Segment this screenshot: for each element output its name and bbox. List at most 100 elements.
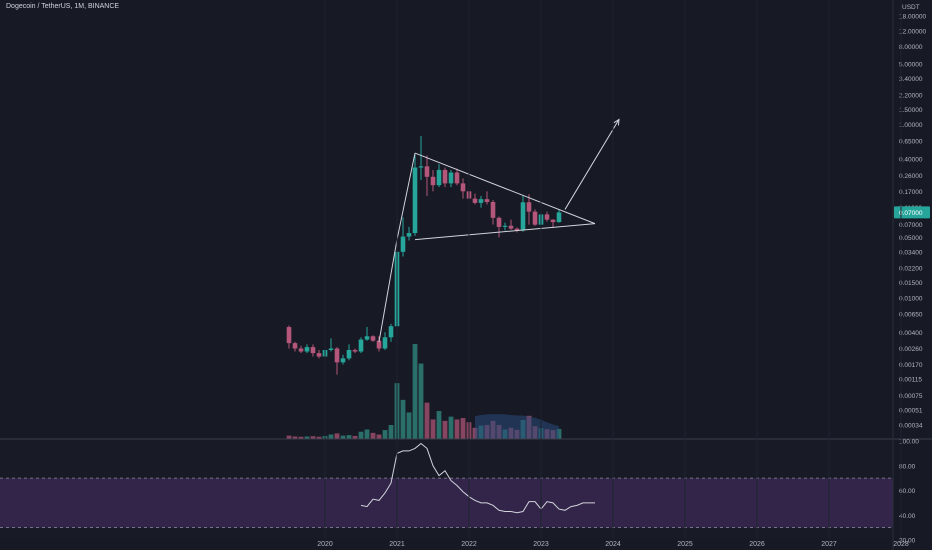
volume-bar: [340, 435, 346, 439]
price-tick-label: 0.00051: [899, 407, 923, 414]
volume-bar: [436, 411, 442, 439]
rsi-tick-label: 20.00: [899, 538, 916, 545]
candle-body: [424, 166, 430, 177]
price-tick-label: 0.65000: [899, 138, 923, 145]
rsi-tick-label: 60.00: [899, 488, 916, 495]
candle-body: [520, 202, 526, 231]
candle-body: [472, 198, 478, 203]
candle-body: [388, 326, 394, 338]
volume-bar: [370, 432, 376, 439]
candle-body: [310, 347, 316, 354]
candle-body: [442, 169, 448, 184]
candle-body: [460, 183, 466, 192]
candle-body: [298, 348, 304, 352]
current-price-badge: [894, 206, 930, 219]
candle-body: [382, 337, 388, 349]
candle-body: [496, 217, 502, 227]
price-tick-label: 0.00260: [899, 346, 923, 353]
candle-body: [430, 176, 436, 186]
volume-bar: [316, 436, 322, 439]
volume-bar: [310, 436, 316, 439]
price-tick-label: 1.00000: [899, 122, 923, 129]
candle-body: [514, 228, 520, 231]
volume-bar: [358, 431, 364, 439]
candle-body: [502, 225, 508, 227]
x-tick-label: 2028: [893, 541, 909, 548]
price-tick-label: 0.00650: [899, 312, 923, 319]
volume-bar: [424, 402, 430, 439]
candle-body: [406, 233, 412, 237]
candle-body: [400, 236, 406, 252]
price-tick-label: 5.00000: [899, 62, 923, 69]
candle-body: [334, 348, 340, 363]
volume-bar: [286, 435, 292, 439]
x-tick-label: 2026: [749, 541, 765, 548]
candle-body: [436, 169, 442, 186]
price-tick-label: 0.40000: [899, 157, 923, 164]
candle-body: [376, 340, 382, 349]
candle-body: [292, 343, 298, 349]
candle-body: [316, 353, 322, 357]
candle-body: [544, 214, 550, 220]
volume-bar: [304, 436, 310, 439]
volume-bar: [328, 434, 334, 439]
candle-body: [346, 349, 352, 359]
candle-body: [508, 225, 514, 229]
candle-body: [490, 201, 496, 218]
volume-bar: [448, 416, 454, 439]
price-tick-label: 0.01000: [899, 295, 923, 302]
rsi-line: [360, 442, 595, 514]
volume-bar: [412, 344, 418, 439]
arrow-head: [613, 118, 620, 126]
time-axis[interactable]: 2020 2021 2022 2023 2024 2025 2026 2027 2028: [317, 0, 909, 548]
price-tick-label: 2.20000: [899, 93, 923, 100]
price-tick-label: 0.17000: [899, 189, 923, 196]
candle-body: [418, 166, 424, 168]
price-tick-label: 0.07000: [899, 222, 923, 229]
candle-body: [340, 358, 346, 363]
volume-bar: [442, 420, 448, 439]
candle-body: [364, 336, 370, 340]
x-tick-label: 2020: [317, 541, 333, 548]
volume-bar: [292, 436, 298, 439]
price-tick-label: 0.01500: [899, 280, 923, 287]
price-tick-label: 0.00170: [899, 362, 923, 369]
x-tick-label: 2021: [389, 541, 405, 548]
x-tick-label: 2022: [461, 541, 477, 548]
volume-bar: [382, 430, 388, 439]
lower-trendline: [414, 223, 596, 241]
price-tick-label: 0.00115: [899, 377, 922, 384]
breakout-arrow: [564, 119, 620, 210]
candle-body: [286, 327, 292, 344]
price-tick-label: 0.02200: [899, 266, 923, 273]
price-tick-label: 0.00034: [899, 423, 923, 430]
volume-bar: [346, 435, 352, 439]
rsi-tick-label: 80.00: [899, 463, 916, 470]
price-tick-label: 1.50000: [899, 107, 923, 114]
candle-body: [526, 202, 532, 212]
candle-body: [550, 219, 556, 223]
volume-bar: [460, 418, 466, 439]
price-tick-label: 0.26000: [899, 173, 923, 180]
candle-body: [358, 339, 364, 352]
volume-bar: [388, 425, 394, 439]
chart-title: Dogecoin / TetherUS, 1M, BINANCE: [6, 3, 120, 10]
volume-ma-area: [475, 414, 559, 439]
candle-body: [448, 172, 454, 184]
price-tick-label: 8.00000: [899, 44, 923, 51]
candle-body: [454, 172, 460, 184]
volume-bar: [364, 429, 370, 439]
volume-bar: [298, 436, 304, 439]
price-axis[interactable]: 100.00 80.00 60.00 40.00 20.00 USDT 18.00000 12…: [892, 0, 930, 550]
candle-body: [412, 167, 418, 234]
volume-bar: [376, 434, 382, 439]
upper-trendline: [414, 152, 596, 225]
rsi-band: [0, 478, 893, 528]
x-tick-label: 2027: [821, 541, 837, 548]
price-tick-label: 3.40000: [899, 76, 923, 83]
candle-body: [484, 199, 490, 202]
rsi-tick-label: 100.00: [899, 439, 919, 446]
candle-body: [478, 199, 484, 203]
rsi-pane: [0, 438, 932, 538]
